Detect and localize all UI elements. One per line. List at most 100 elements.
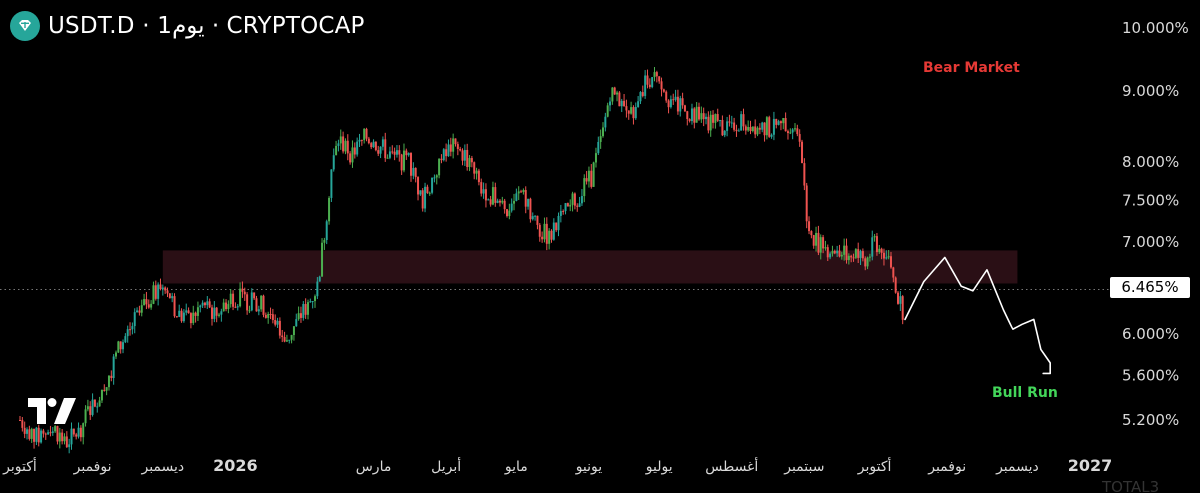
candle-body [316, 281, 319, 297]
candle-body [400, 154, 403, 171]
candle-body [639, 92, 642, 102]
candle-body [543, 223, 546, 240]
candle-body [192, 312, 195, 324]
candle-body [751, 126, 754, 131]
candle-body [297, 313, 300, 320]
time-axis: أكتوبر نوفمبر ديسمبر 2026 مارس أبريل مايو يونيو… [2, 456, 1112, 475]
candle-body [470, 158, 473, 163]
candle-body [679, 98, 682, 112]
candle-body [152, 285, 155, 304]
candle-body [119, 341, 122, 350]
candle-body [321, 242, 324, 277]
candle-body [323, 240, 326, 243]
candle-body [201, 302, 204, 306]
candle-body [749, 127, 752, 131]
candle-body [866, 257, 869, 267]
candle-body [538, 224, 541, 237]
candle-body [342, 136, 345, 152]
candle-body [475, 170, 478, 174]
candle-body [536, 215, 539, 225]
candle-body [585, 178, 588, 182]
candle-body [897, 292, 900, 304]
candle-body [843, 245, 846, 255]
candle-body [541, 236, 544, 240]
candle-body [459, 148, 462, 151]
candle-body [353, 147, 356, 155]
candle-body [309, 301, 312, 303]
candle-body [513, 200, 516, 204]
candle-body [796, 128, 799, 135]
candle-body [386, 157, 389, 159]
candle-body [496, 200, 499, 203]
candle-body [461, 150, 464, 161]
candle-body [168, 293, 171, 299]
candle-body [215, 307, 218, 316]
candle-body [646, 75, 649, 85]
candle-body [243, 291, 246, 295]
candle-body [482, 189, 485, 194]
candle-body [501, 200, 504, 203]
candle-body [686, 111, 689, 120]
candle-body [571, 193, 574, 205]
candle-body [325, 221, 328, 241]
bear-market-label: Bear Market [923, 60, 1020, 76]
candle-body [185, 310, 188, 313]
candle-body [171, 296, 174, 299]
candle-body [30, 428, 33, 439]
candle-body [667, 100, 670, 108]
candle-body [468, 158, 471, 168]
candle-body [723, 130, 726, 136]
candle-body [524, 190, 527, 207]
candle-body [161, 287, 164, 290]
candle-body [653, 72, 656, 78]
candle-body [267, 313, 270, 318]
candle-body [559, 211, 562, 216]
candle-body [35, 427, 38, 442]
x-tick-label: 2026 [213, 456, 258, 475]
candle-body [815, 232, 818, 246]
resistance-zone-layer [162, 250, 1018, 284]
candle-body [812, 235, 815, 246]
candle-body [836, 250, 839, 254]
candle-body [824, 247, 827, 249]
candle-body [239, 288, 242, 307]
candle-body [58, 432, 61, 442]
x-tick-label: مارس [356, 459, 392, 475]
tradingview-logo-icon[interactable] [28, 398, 76, 428]
candle-body [234, 306, 237, 308]
y-tick-label: 7.500% [1122, 191, 1179, 209]
candle-body [705, 116, 708, 120]
candle-body [592, 162, 595, 187]
candle-body [417, 177, 420, 195]
candle-body [695, 106, 698, 123]
candle-body [590, 170, 593, 187]
candle-body [412, 167, 415, 176]
candle-body [702, 113, 705, 120]
candle-body [302, 304, 305, 318]
x-tick-label: يوليو [645, 459, 673, 475]
x-tick-label: أبريل [431, 457, 461, 475]
candle-body [674, 96, 677, 100]
candle-body [414, 167, 417, 178]
candle-body [428, 192, 431, 194]
candle-body [421, 190, 424, 209]
candle-body [213, 307, 216, 319]
candle-body [506, 209, 509, 217]
candle-body [655, 72, 658, 77]
candle-body [187, 310, 190, 314]
candle-body [707, 116, 710, 131]
candle-body [288, 339, 291, 341]
candle-body [892, 267, 895, 278]
candle-body [395, 150, 398, 155]
candle-body [196, 307, 199, 316]
candle-body [398, 150, 401, 155]
candle-body [522, 190, 525, 193]
candle-body [770, 134, 773, 137]
candle-body [370, 143, 373, 148]
candle-body [789, 132, 792, 134]
candle-body [665, 91, 668, 101]
candle-body [283, 337, 286, 342]
candle-body [550, 230, 553, 240]
